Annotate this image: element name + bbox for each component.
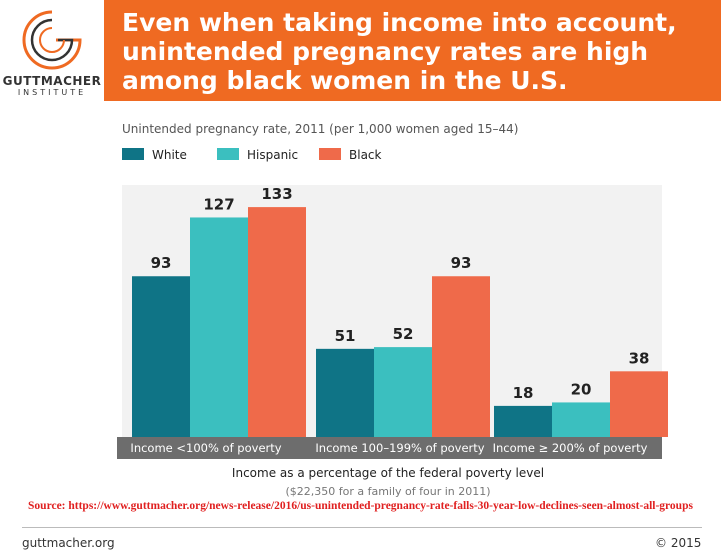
data-label-hispanic-2: 20 [571, 380, 592, 398]
copyright: © 2015 [655, 536, 702, 550]
legend-swatch-hispanic [217, 148, 239, 160]
guttmacher-logo-icon [22, 10, 82, 70]
data-label-hispanic-1: 52 [393, 325, 414, 343]
bar-black-2 [610, 371, 668, 437]
data-label-black-0: 133 [261, 185, 292, 203]
bar-hispanic-1 [374, 347, 432, 437]
bar-hispanic-0 [190, 217, 248, 437]
data-label-hispanic-0: 127 [203, 195, 234, 213]
headline: Even when taking income into account, un… [122, 8, 677, 95]
site-link[interactable]: guttmacher.org [22, 536, 115, 550]
legend-label-white: White [152, 148, 187, 162]
logo[interactable]: GUTTMACHER INSTITUTE [0, 0, 104, 101]
x-axis-label: Income as a percentage of the federal po… [231, 466, 545, 480]
bar-white-1 [316, 348, 374, 437]
legend-item-black: Black [319, 148, 381, 162]
data-label-white-2: 18 [513, 384, 534, 402]
footer-divider [22, 527, 702, 528]
category-band [117, 437, 662, 459]
chart-title: Unintended pregnancy rate, 2011 (per 1,0… [122, 122, 519, 136]
header-banner: GUTTMACHER INSTITUTE Even when taking in… [0, 0, 721, 101]
bar-white-2 [494, 405, 552, 437]
category-label-2: Income ≥ 200% of poverty [493, 441, 648, 455]
legend-swatch-white [122, 148, 144, 160]
category-label-0: Income <100% of poverty [130, 441, 281, 455]
data-label-white-1: 51 [335, 327, 356, 345]
legend-item-hispanic: Hispanic [217, 148, 298, 162]
legend-label-hispanic: Hispanic [247, 148, 299, 162]
bar-white-0 [132, 276, 190, 437]
source-link[interactable]: Source: https://www.guttmacher.org/news-… [28, 500, 693, 512]
data-label-black-1: 93 [451, 254, 472, 272]
bar-hispanic-2 [552, 402, 610, 437]
legend-item-white: White [122, 148, 187, 162]
legend-swatch-black [319, 148, 341, 160]
logo-name: GUTTMACHER [2, 74, 102, 88]
category-label-1: Income 100–199% of poverty [315, 441, 484, 455]
bar-black-0 [248, 207, 306, 437]
logo-subtitle: INSTITUTE [17, 88, 87, 97]
data-label-white-0: 93 [151, 254, 172, 272]
x-axis-note: ($22,350 for a family of four in 2011) [285, 485, 491, 498]
legend-label-black: Black [349, 148, 382, 162]
bar-black-1 [432, 276, 490, 437]
data-label-black-2: 38 [629, 349, 650, 367]
